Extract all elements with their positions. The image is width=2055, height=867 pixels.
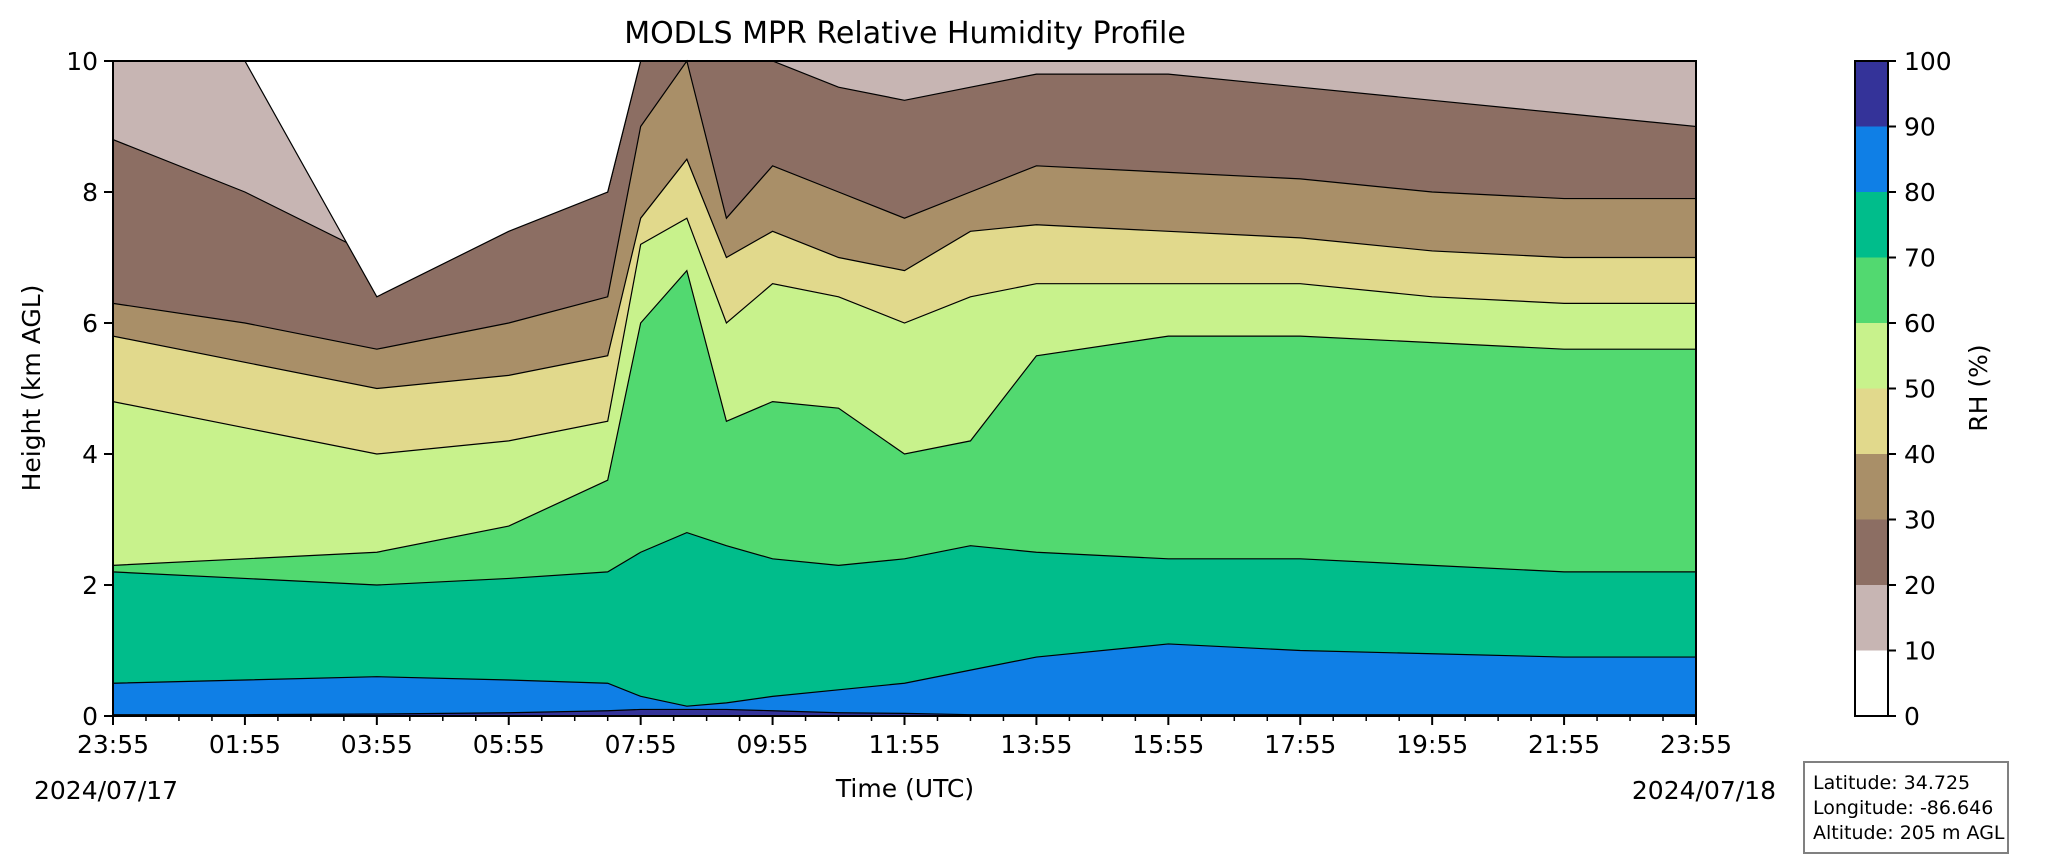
colorbar-tick-label: 0 <box>1904 702 1920 731</box>
x-tick-label: 21:55 <box>1528 730 1600 759</box>
x-tick-label: 01:55 <box>209 730 281 759</box>
location-info-box: Latitude: 34.725 Longitude: -86.646 Alti… <box>1803 761 2009 854</box>
start-date-label: 2024/07/17 <box>34 776 178 805</box>
y-tick-label: 2 <box>82 571 98 600</box>
end-date-label: 2024/07/18 <box>1632 776 1776 805</box>
x-tick-label: 17:55 <box>1264 730 1336 759</box>
colorbar-segment <box>1855 126 1888 192</box>
colorbar-segment <box>1855 388 1888 454</box>
colorbar-segment <box>1855 323 1888 389</box>
latitude-text: Latitude: 34.725 <box>1813 772 1971 794</box>
y-tick-label: 6 <box>82 309 98 338</box>
y-axis-label: Height (km AGL) <box>17 285 46 492</box>
colorbar: 0 10 20 30 40 50 60 70 80 90 100 <box>1854 47 1952 731</box>
colorbar-tick-label: 50 <box>1904 375 1936 404</box>
colorbar-tick-label: 90 <box>1904 113 1936 142</box>
plot-area <box>112 59 1697 716</box>
colorbar-tick-label: 70 <box>1904 244 1936 273</box>
x-tick-label: 15:55 <box>1132 730 1204 759</box>
altitude-text: Altitude: 205 m AGL <box>1813 822 2005 844</box>
y-tick-label: 8 <box>82 178 98 207</box>
y-tick-label: 0 <box>82 702 98 731</box>
colorbar-segment <box>1855 650 1888 716</box>
colorbar-segment <box>1855 192 1888 258</box>
colorbar-label: RH (%) <box>1964 344 1993 431</box>
colorbar-tick-label: 30 <box>1904 506 1936 535</box>
colorbar-segment <box>1855 519 1888 585</box>
x-tick-label: 05:55 <box>473 730 545 759</box>
x-axis-label: Time (UTC) <box>835 774 974 803</box>
colorbar-tick-label: 100 <box>1904 47 1952 76</box>
colorbar-tick-label: 40 <box>1904 440 1936 469</box>
colorbar-tick-label: 20 <box>1904 571 1936 600</box>
y-tick-label: 10 <box>66 47 98 76</box>
x-tick-label: 23:55 <box>1660 730 1732 759</box>
x-tick-label: 03:55 <box>341 730 413 759</box>
x-tick-label: 23:55 <box>77 730 149 759</box>
y-axis: 0 2 4 6 8 10 <box>66 47 113 731</box>
longitude-text: Longitude: -86.646 <box>1813 797 1994 819</box>
colorbar-segment <box>1855 61 1888 127</box>
x-axis: 23:55 01:55 03:55 05:55 07:55 09:55 11:55 13:55… <box>77 716 1732 759</box>
colorbar-segment <box>1855 454 1888 520</box>
x-tick-label: 07:55 <box>605 730 677 759</box>
x-tick-label: 13:55 <box>1000 730 1072 759</box>
colorbar-segment <box>1855 257 1888 323</box>
x-tick-label: 11:55 <box>868 730 940 759</box>
colorbar-tick-label: 10 <box>1904 637 1936 666</box>
chart-title: MODLS MPR Relative Humidity Profile <box>624 16 1186 51</box>
x-tick-label: 19:55 <box>1396 730 1468 759</box>
colorbar-tick-label: 60 <box>1904 309 1936 338</box>
x-tick-label: 09:55 <box>737 730 809 759</box>
colorbar-segment <box>1855 585 1888 651</box>
colorbar-tick-label: 80 <box>1904 178 1936 207</box>
y-tick-label: 4 <box>82 440 98 469</box>
